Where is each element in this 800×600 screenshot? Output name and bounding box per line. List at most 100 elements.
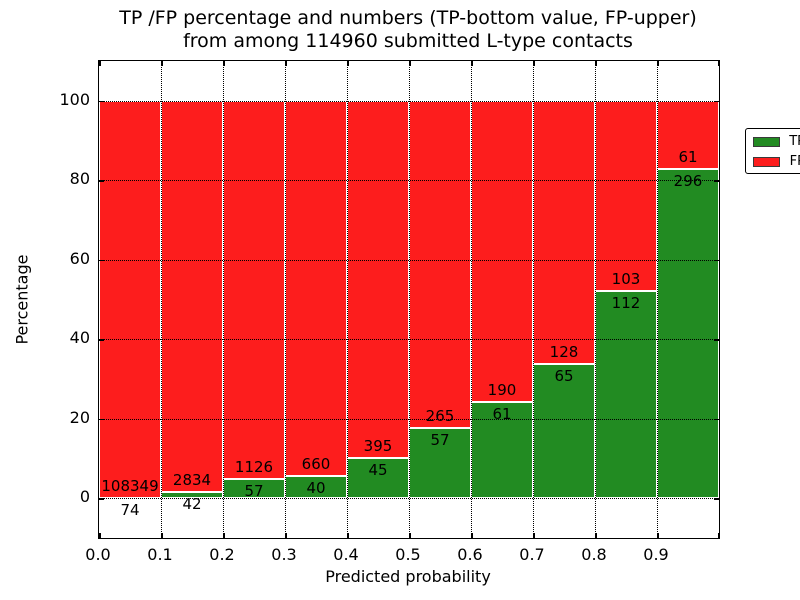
legend-label-tp: TP: [789, 134, 800, 149]
x-tick-label: 0.6: [457, 545, 483, 564]
gridline-vertical: [285, 61, 286, 538]
x-tick-mark-top: [285, 61, 287, 66]
y-tick-mark: [99, 339, 104, 341]
x-tick-mark-top: [99, 61, 101, 66]
x-tick-mark: [657, 533, 659, 538]
x-tick-mark: [595, 533, 597, 538]
x-tick-mark-top: [347, 61, 349, 66]
y-tick-mark: [99, 418, 104, 421]
x-tick-mark: [347, 533, 349, 538]
legend-label-fp: FP: [789, 154, 800, 169]
x-tick-mark-top: [471, 61, 473, 66]
x-tick-mark: [161, 533, 163, 538]
bar-count-label-tp: 42: [182, 495, 202, 514]
x-tick-label: 0.8: [581, 545, 607, 564]
bar-count-label-tp: 296: [673, 171, 703, 190]
x-tick-mark-top: [717, 61, 719, 66]
bar-count-label-tp: 74: [120, 500, 140, 519]
chart-title: TP /FP percentage and numbers (TP-bottom…: [98, 7, 718, 53]
gridline-vertical: [533, 61, 534, 538]
gridline-horizontal: [99, 418, 719, 420]
bar-count-label-tp: 65: [554, 367, 574, 386]
bar-count-label-fp: 108349: [101, 476, 159, 495]
y-tick-mark: [99, 100, 104, 103]
x-tick-label: 0.4: [333, 545, 359, 564]
gridline-horizontal: [99, 100, 719, 102]
gridline-horizontal: [99, 339, 719, 341]
chart-title-line2: from among 114960 submitted L-type conta…: [183, 30, 633, 52]
y-tick-mark-right: [714, 100, 719, 103]
y-tick-label: 40: [69, 328, 90, 348]
bar-segment-fp: [161, 100, 223, 493]
y-tick-mark-right: [714, 418, 719, 421]
x-tick-mark-top: [595, 61, 597, 66]
x-tick-mark: [533, 533, 535, 538]
y-tick-label: 100: [59, 89, 90, 109]
x-tick-mark-top: [161, 61, 163, 66]
x-tick-mark: [471, 533, 473, 538]
bar-count-label-tp: 112: [611, 294, 641, 313]
y-axis-label: Percentage: [12, 254, 32, 345]
gridline-horizontal: [99, 498, 719, 500]
x-tick-mark: [223, 533, 225, 538]
gridline-vertical: [409, 61, 410, 538]
x-tick-mark-top: [657, 61, 659, 66]
bar-count-label-fp: 395: [363, 436, 393, 455]
gridline-vertical: [223, 61, 224, 538]
x-tick-label: 0.2: [209, 545, 235, 564]
bar-count-label-fp: 190: [487, 380, 517, 399]
bar-count-label-tp: 57: [430, 430, 450, 449]
y-tick-mark: [99, 498, 104, 500]
bar-segment-fp: [533, 100, 595, 365]
bar-segment-tp: [347, 457, 409, 499]
x-tick-label: 0.9: [643, 545, 669, 564]
bar-segment-tp: [533, 364, 595, 499]
bar-segment-tp: [409, 427, 471, 499]
legend-swatch-tp: [753, 136, 780, 147]
bar-count-label-tp: 57: [244, 482, 264, 501]
bar-count-label-fp: 128: [549, 343, 579, 362]
y-tick-mark-right: [714, 259, 719, 262]
x-tick-label: 0.7: [519, 545, 545, 564]
gridline-vertical: [595, 61, 596, 538]
gridline-vertical: [657, 61, 658, 538]
bar-segment-fp: [595, 100, 657, 292]
gridline-vertical: [471, 61, 472, 538]
chart-title-line1: TP /FP percentage and numbers (TP-bottom…: [119, 7, 697, 29]
y-tick-mark: [99, 259, 104, 262]
bar-count-label-fp: 1126: [234, 458, 274, 477]
x-tick-mark: [99, 533, 101, 538]
plot-canvas: 108349 74 2834 42 1126 57 660 40 395 45 265 57 190 61…: [99, 61, 719, 538]
legend-entry-tp: TP: [753, 134, 800, 149]
bar-segment-fp: [657, 100, 719, 169]
bar-segment-fp: [347, 100, 409, 458]
bar-count-label-fp: 265: [425, 406, 455, 425]
gridline-horizontal: [99, 180, 719, 182]
bar-segment-fp: [409, 100, 471, 428]
bar-count-label-fp: 61: [678, 147, 698, 166]
y-tick-mark-right: [714, 498, 719, 500]
y-tick-label: 60: [69, 248, 90, 268]
legend: TP FP: [745, 128, 800, 174]
gridline-vertical: [161, 61, 162, 538]
x-tick-mark-top: [223, 61, 225, 66]
bar-count-label-tp: 61: [492, 404, 512, 423]
legend-entry-fp: FP: [753, 154, 800, 169]
legend-swatch-fp: [753, 156, 780, 167]
bar-count-label-fp: 103: [611, 270, 641, 289]
bar-segment-fp: [285, 100, 347, 476]
y-tick-label: 80: [69, 169, 90, 189]
x-tick-label: 0.3: [271, 545, 297, 564]
x-tick-label: 0.5: [395, 545, 421, 564]
plot-area: 108349 74 2834 42 1126 57 660 40 395 45 265 57 190 61…: [98, 60, 800, 539]
bar-count-label-fp: 2834: [172, 471, 212, 490]
x-tick-mark: [285, 533, 287, 538]
y-tick-label: 0: [79, 487, 90, 507]
x-tick-mark: [409, 533, 411, 538]
bar-count-label-tp: 45: [368, 460, 388, 479]
bar-segment-tp: [595, 291, 657, 499]
x-axis-label: Predicted probability: [325, 567, 491, 586]
bar-count-label-tp: 40: [306, 478, 326, 497]
x-tick-label: 0.0: [85, 545, 111, 564]
x-tick-label: 0.1: [147, 545, 173, 564]
